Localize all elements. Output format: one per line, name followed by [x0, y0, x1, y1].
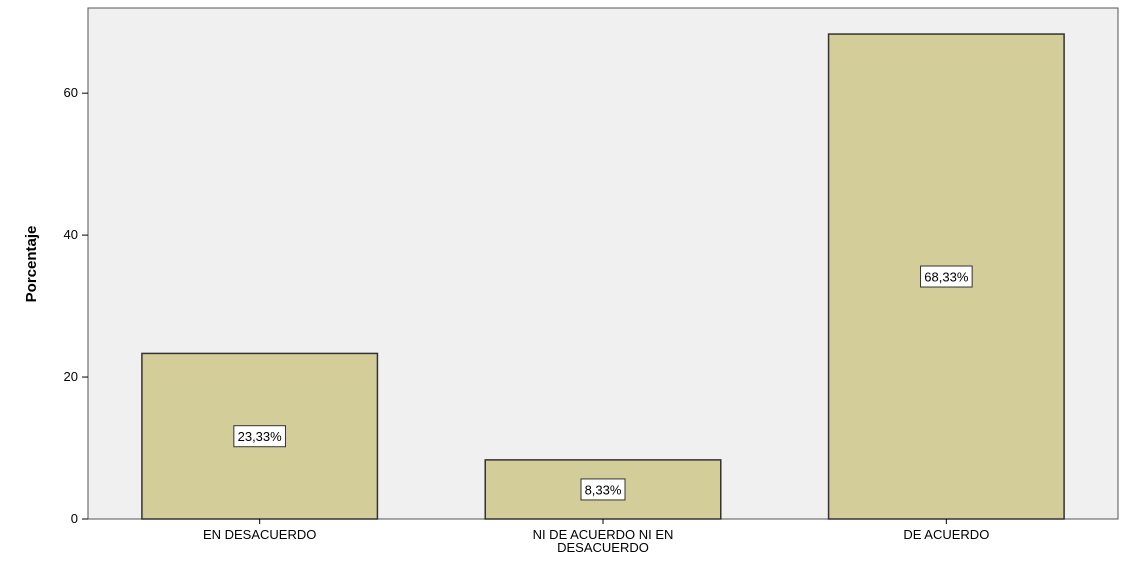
- x-tick-label: DESACUERDO: [557, 540, 649, 555]
- data-label-box: [233, 425, 286, 448]
- y-axis-label: Porcentaje: [23, 226, 40, 303]
- x-tick-label: DE ACUERDO: [903, 527, 989, 542]
- y-tick-label: 20: [64, 369, 78, 384]
- y-tick-label: 40: [64, 227, 78, 242]
- data-label-box: [580, 478, 626, 501]
- data-label: 23,33%: [238, 429, 283, 444]
- y-tick-label: 60: [64, 85, 78, 100]
- y-tick-label: 0: [71, 511, 78, 526]
- data-label: 68,33%: [924, 270, 969, 285]
- data-label-box: [920, 265, 973, 288]
- x-tick-label: NI DE ACUERDO NI EN: [533, 527, 674, 542]
- x-axis: EN DESACUERDO NI DE ACUERDO NI ENDESACUER…: [203, 519, 989, 555]
- data-label: 8,33%: [585, 482, 622, 497]
- y-axis: 0 20 40 60: [64, 85, 88, 526]
- x-tick-label: EN DESACUERDO: [203, 527, 316, 542]
